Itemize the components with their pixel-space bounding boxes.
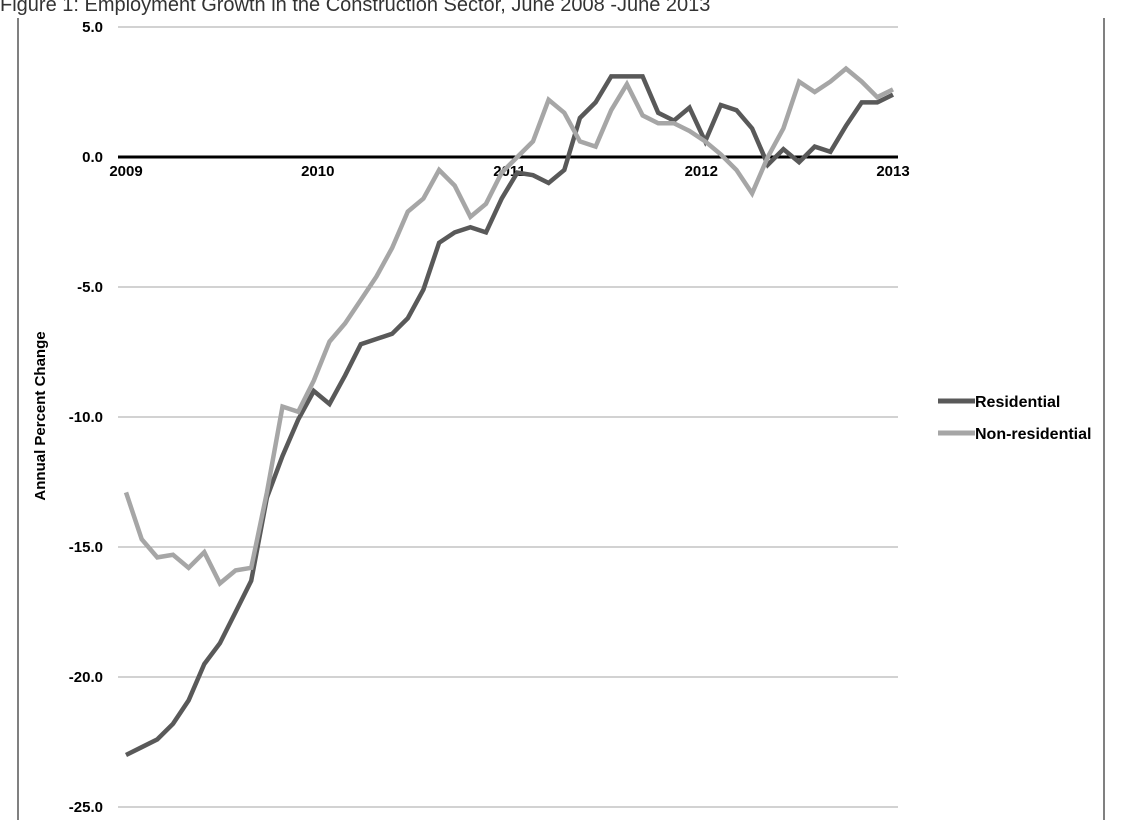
y-tick-label: -20.0 bbox=[69, 669, 103, 686]
y-axis-label: Annual Percent Change bbox=[32, 331, 49, 500]
legend: Residential Non-residential bbox=[938, 394, 1091, 443]
x-tick-label: 2013 bbox=[876, 163, 909, 180]
y-tick-label: -15.0 bbox=[69, 539, 103, 556]
y-tick-label: -10.0 bbox=[69, 409, 103, 426]
legend-label: Non-residential bbox=[975, 426, 1091, 443]
y-tick-label: -5.0 bbox=[77, 279, 103, 296]
y-tick-label: -25.0 bbox=[69, 799, 103, 816]
series-line bbox=[126, 69, 893, 584]
x-tick-label: 2010 bbox=[301, 163, 334, 180]
x-tick-label: 2009 bbox=[109, 163, 142, 180]
gridlines bbox=[118, 27, 898, 807]
y-tick-label: 0.0 bbox=[82, 149, 103, 166]
y-axis-ticks: 5.0 0.0 -5.0 -10.0 -15.0 -20.0 -25.0 bbox=[69, 19, 103, 816]
x-tick-label: 2012 bbox=[685, 163, 718, 180]
legend-label: Residential bbox=[975, 394, 1060, 411]
y-tick-label: 5.0 bbox=[82, 19, 103, 36]
